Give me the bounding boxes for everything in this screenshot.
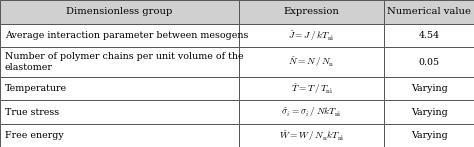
- Bar: [239, 77, 384, 100]
- Bar: [0, 0, 239, 24]
- Text: Free energy: Free energy: [5, 131, 64, 140]
- Bar: [384, 24, 474, 47]
- Text: Average interaction parameter between mesogens: Average interaction parameter between me…: [5, 31, 248, 40]
- Text: Temperature: Temperature: [5, 84, 67, 93]
- Bar: [384, 47, 474, 77]
- Text: $\hat{T} = T\,/\,T_{\rm ni}$: $\hat{T} = T\,/\,T_{\rm ni}$: [291, 81, 333, 96]
- Text: Varying: Varying: [410, 131, 447, 140]
- Bar: [239, 47, 384, 77]
- Text: Numerical value: Numerical value: [387, 7, 471, 16]
- Text: Expression: Expression: [284, 7, 339, 16]
- Bar: [384, 77, 474, 100]
- Text: $\hat{N} = N\,/\,N_{\rm n}$: $\hat{N} = N\,/\,N_{\rm n}$: [288, 55, 335, 70]
- Bar: [239, 124, 384, 147]
- Bar: [384, 0, 474, 24]
- Text: Varying: Varying: [410, 84, 447, 93]
- Bar: [0, 100, 239, 124]
- Bar: [384, 124, 474, 147]
- Text: $\hat{J} = J\,/\,kT_{\rm ni}$: $\hat{J} = J\,/\,kT_{\rm ni}$: [289, 28, 335, 43]
- Text: 0.05: 0.05: [419, 58, 439, 67]
- Bar: [0, 24, 239, 47]
- Bar: [0, 124, 239, 147]
- Bar: [0, 77, 239, 100]
- Bar: [239, 0, 384, 24]
- Bar: [239, 100, 384, 124]
- Bar: [239, 24, 384, 47]
- Text: 4.54: 4.54: [419, 31, 439, 40]
- Text: Varying: Varying: [410, 107, 447, 117]
- Text: Dimensionless group: Dimensionless group: [66, 7, 173, 16]
- Bar: [384, 100, 474, 124]
- Bar: [0, 47, 239, 77]
- Text: $\hat{\sigma}_{i} = \sigma_{i}\,/\,NkT_{\rm ni}$: $\hat{\sigma}_{i} = \sigma_{i}\,/\,NkT_{…: [282, 105, 342, 119]
- Text: True stress: True stress: [5, 107, 59, 117]
- Text: Number of polymer chains per unit volume of the
elastomer: Number of polymer chains per unit volume…: [5, 52, 243, 72]
- Text: $\hat{W} = W\,/\,N_{\rm n}kT_{\rm ni}$: $\hat{W} = W\,/\,N_{\rm n}kT_{\rm ni}$: [279, 128, 345, 143]
